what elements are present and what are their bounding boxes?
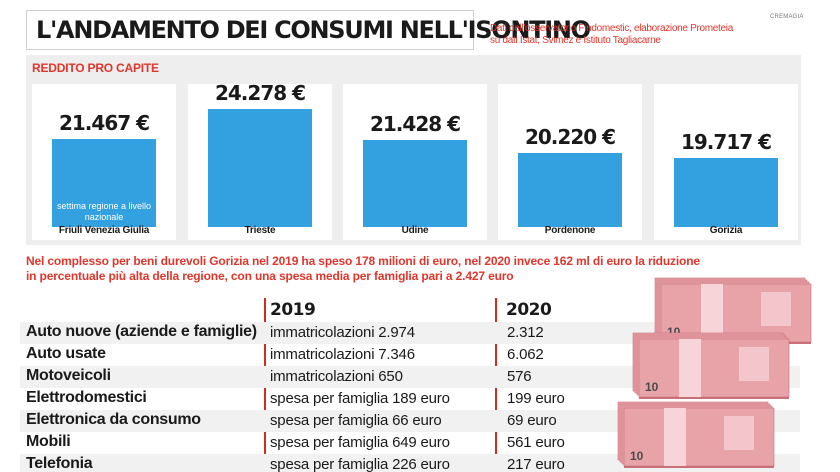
data-label: 19.717 € [680,130,772,155]
table-row: Auto nuove (aziende e famiglie) immatrico… [20,322,800,344]
row-category: Auto usate [26,345,106,362]
table-row: Telefonia spesa per famiglia 226 euro 217 … [20,454,800,472]
data-label: 21.467 € [58,111,150,136]
row-category: Elettrodomestici [26,389,147,406]
source-note: Dati dell'osservatorio Findomestic, elab… [490,23,733,46]
category-label: Friuli Venezia Giulia [58,225,150,236]
row-category: Telefonia [26,455,93,472]
value-2020: 2.312 [507,324,544,341]
summary-text: Nel complesso per beni durevoli Gorizia … [26,254,786,284]
summary-line-2: in percentuale più alta della regione, c… [26,269,514,283]
value-2019: spesa per famiglia 189 euro [270,390,450,407]
table-row: Elettrodomestici spesa per famiglia 189 e… [20,388,800,410]
bar-card-gorizia: 19.717 € Gorizia [654,84,798,240]
category-label: Pordenone [544,225,596,236]
row-category: Auto nuove (aziende e famiglie) [26,323,257,340]
banknote-window [761,292,791,326]
row-category: Mobili [26,433,71,450]
banknote-window [739,347,769,381]
table-row: Elettronica da consumo spesa per famiglia… [20,410,800,432]
data-label: 20.220 € [524,124,616,149]
banknote-window [724,416,754,450]
value-2019: spesa per famiglia 226 euro [270,456,450,472]
title-box [26,10,474,50]
value-2020: 69 euro [507,412,557,429]
column-header-2019: 2019 [270,300,316,320]
data-label: 24.278 € [214,81,306,105]
page-title: L'ANDAMENTO DEI CONSUMI NELL'ISONTINO [36,16,591,44]
table-row: Motoveicoli immatricolazioni 650 576 [20,366,800,388]
bar [208,109,312,227]
category-label: Gorizia [709,225,743,236]
credit-label: CREMAGIA [770,14,804,20]
bar [363,139,467,227]
bar [518,152,622,227]
banknote-band [701,284,723,342]
value-2020: 6.062 [507,346,544,363]
banknote-band [664,408,686,466]
bar-annotation: settima regione a livello nazionale [56,201,152,222]
chart-title: REDDITO PRO CAPITE [32,61,159,75]
table-row: Mobili spesa per famiglia 649 euro 561 eur… [20,432,800,454]
value-2019: spesa per famiglia 66 euro [270,412,442,429]
bar-card-trieste: 24.278 € Trieste [188,81,332,240]
value-2020: 199 euro [507,390,565,407]
bar-card-pordenone: 20.220 € Pordenone [498,84,642,240]
table-row: Auto usate immatricolazioni 7.346 6.062 [20,344,800,366]
row-category: Elettronica da consumo [26,411,201,428]
row-category: Motoveicoli [26,367,111,384]
column-header-2020: 2020 [506,300,552,320]
category-label: Udine [401,225,429,236]
value-2020: 576 [507,368,532,385]
banknote-denomination: 10 [645,380,659,394]
value-2019: immatricolazioni 2.974 [270,324,415,341]
bar [674,158,778,227]
banknote-band [679,339,701,397]
value-2019: immatricolazioni 650 [270,368,403,385]
value-2019: spesa per famiglia 649 euro [270,434,450,451]
data-label: 21.428 € [369,111,461,136]
summary-line-1: Nel complesso per beni durevoli Gorizia … [26,254,700,268]
bar-card-udine: 21.428 € Udine [343,84,487,240]
bar [52,139,156,227]
value-2019: immatricolazioni 7.346 [270,346,415,363]
value-2020: 217 euro [507,456,565,472]
category-label: Trieste [244,225,276,236]
bar-card-fvg: 21.467 € settima regione a livello nazio… [32,84,176,240]
banknote-denomination: 10 [630,449,644,463]
value-2020: 561 euro [507,434,565,451]
